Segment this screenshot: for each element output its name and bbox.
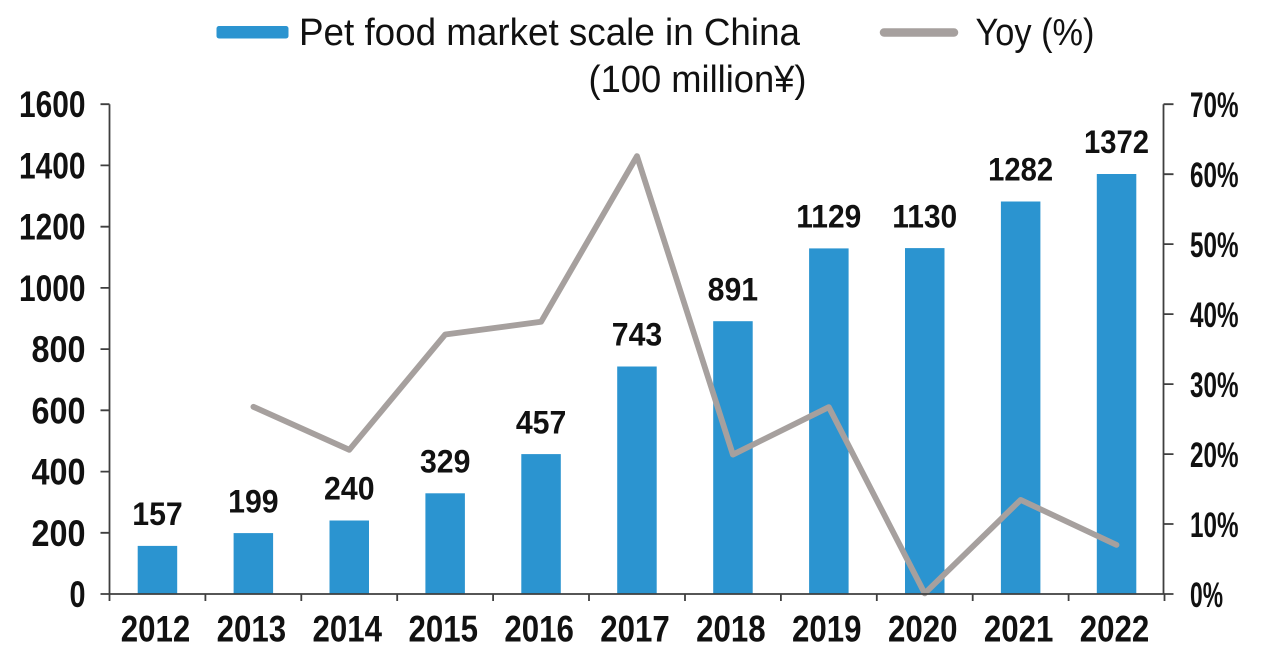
svg-text:(100 million¥): (100 million¥) (589, 59, 807, 101)
svg-text:600: 600 (32, 390, 86, 431)
svg-text:30%: 30% (1190, 366, 1239, 405)
svg-text:1600: 1600 (19, 84, 86, 125)
svg-text:199: 199 (228, 483, 279, 519)
svg-text:240: 240 (324, 471, 375, 507)
svg-text:2019: 2019 (792, 609, 862, 650)
svg-text:1130: 1130 (892, 198, 957, 234)
svg-text:20%: 20% (1190, 436, 1239, 475)
svg-text:50%: 50% (1190, 226, 1239, 265)
svg-text:2016: 2016 (504, 609, 574, 650)
svg-text:200: 200 (32, 513, 86, 554)
svg-text:0%: 0% (1190, 576, 1223, 615)
svg-text:40%: 40% (1190, 296, 1239, 335)
svg-text:329: 329 (420, 444, 471, 480)
svg-text:Pet food market scale in China: Pet food market scale in China (299, 12, 801, 54)
svg-text:2017: 2017 (600, 609, 670, 650)
svg-text:1200: 1200 (19, 207, 86, 248)
svg-text:400: 400 (32, 452, 86, 493)
svg-text:2022: 2022 (1080, 609, 1150, 650)
svg-text:1372: 1372 (1084, 124, 1149, 160)
svg-text:457: 457 (516, 404, 567, 440)
svg-text:2021: 2021 (984, 609, 1054, 650)
svg-text:60%: 60% (1190, 156, 1239, 195)
svg-text:2018: 2018 (696, 609, 766, 650)
svg-text:10%: 10% (1190, 506, 1239, 545)
svg-text:1129: 1129 (796, 199, 861, 235)
svg-text:2014: 2014 (313, 609, 383, 650)
svg-text:70%: 70% (1190, 86, 1239, 125)
svg-text:800: 800 (32, 329, 86, 370)
svg-text:2015: 2015 (408, 609, 478, 650)
svg-text:0: 0 (70, 574, 86, 615)
svg-text:2012: 2012 (121, 609, 191, 650)
svg-text:1400: 1400 (19, 145, 86, 186)
svg-text:743: 743 (612, 317, 663, 353)
svg-text:1000: 1000 (19, 268, 86, 309)
svg-text:2020: 2020 (888, 609, 958, 650)
svg-text:891: 891 (708, 271, 759, 307)
svg-text:157: 157 (132, 496, 183, 532)
svg-text:2013: 2013 (217, 609, 287, 650)
svg-text:Yoy (%): Yoy (%) (976, 12, 1095, 54)
svg-text:1282: 1282 (988, 152, 1053, 188)
